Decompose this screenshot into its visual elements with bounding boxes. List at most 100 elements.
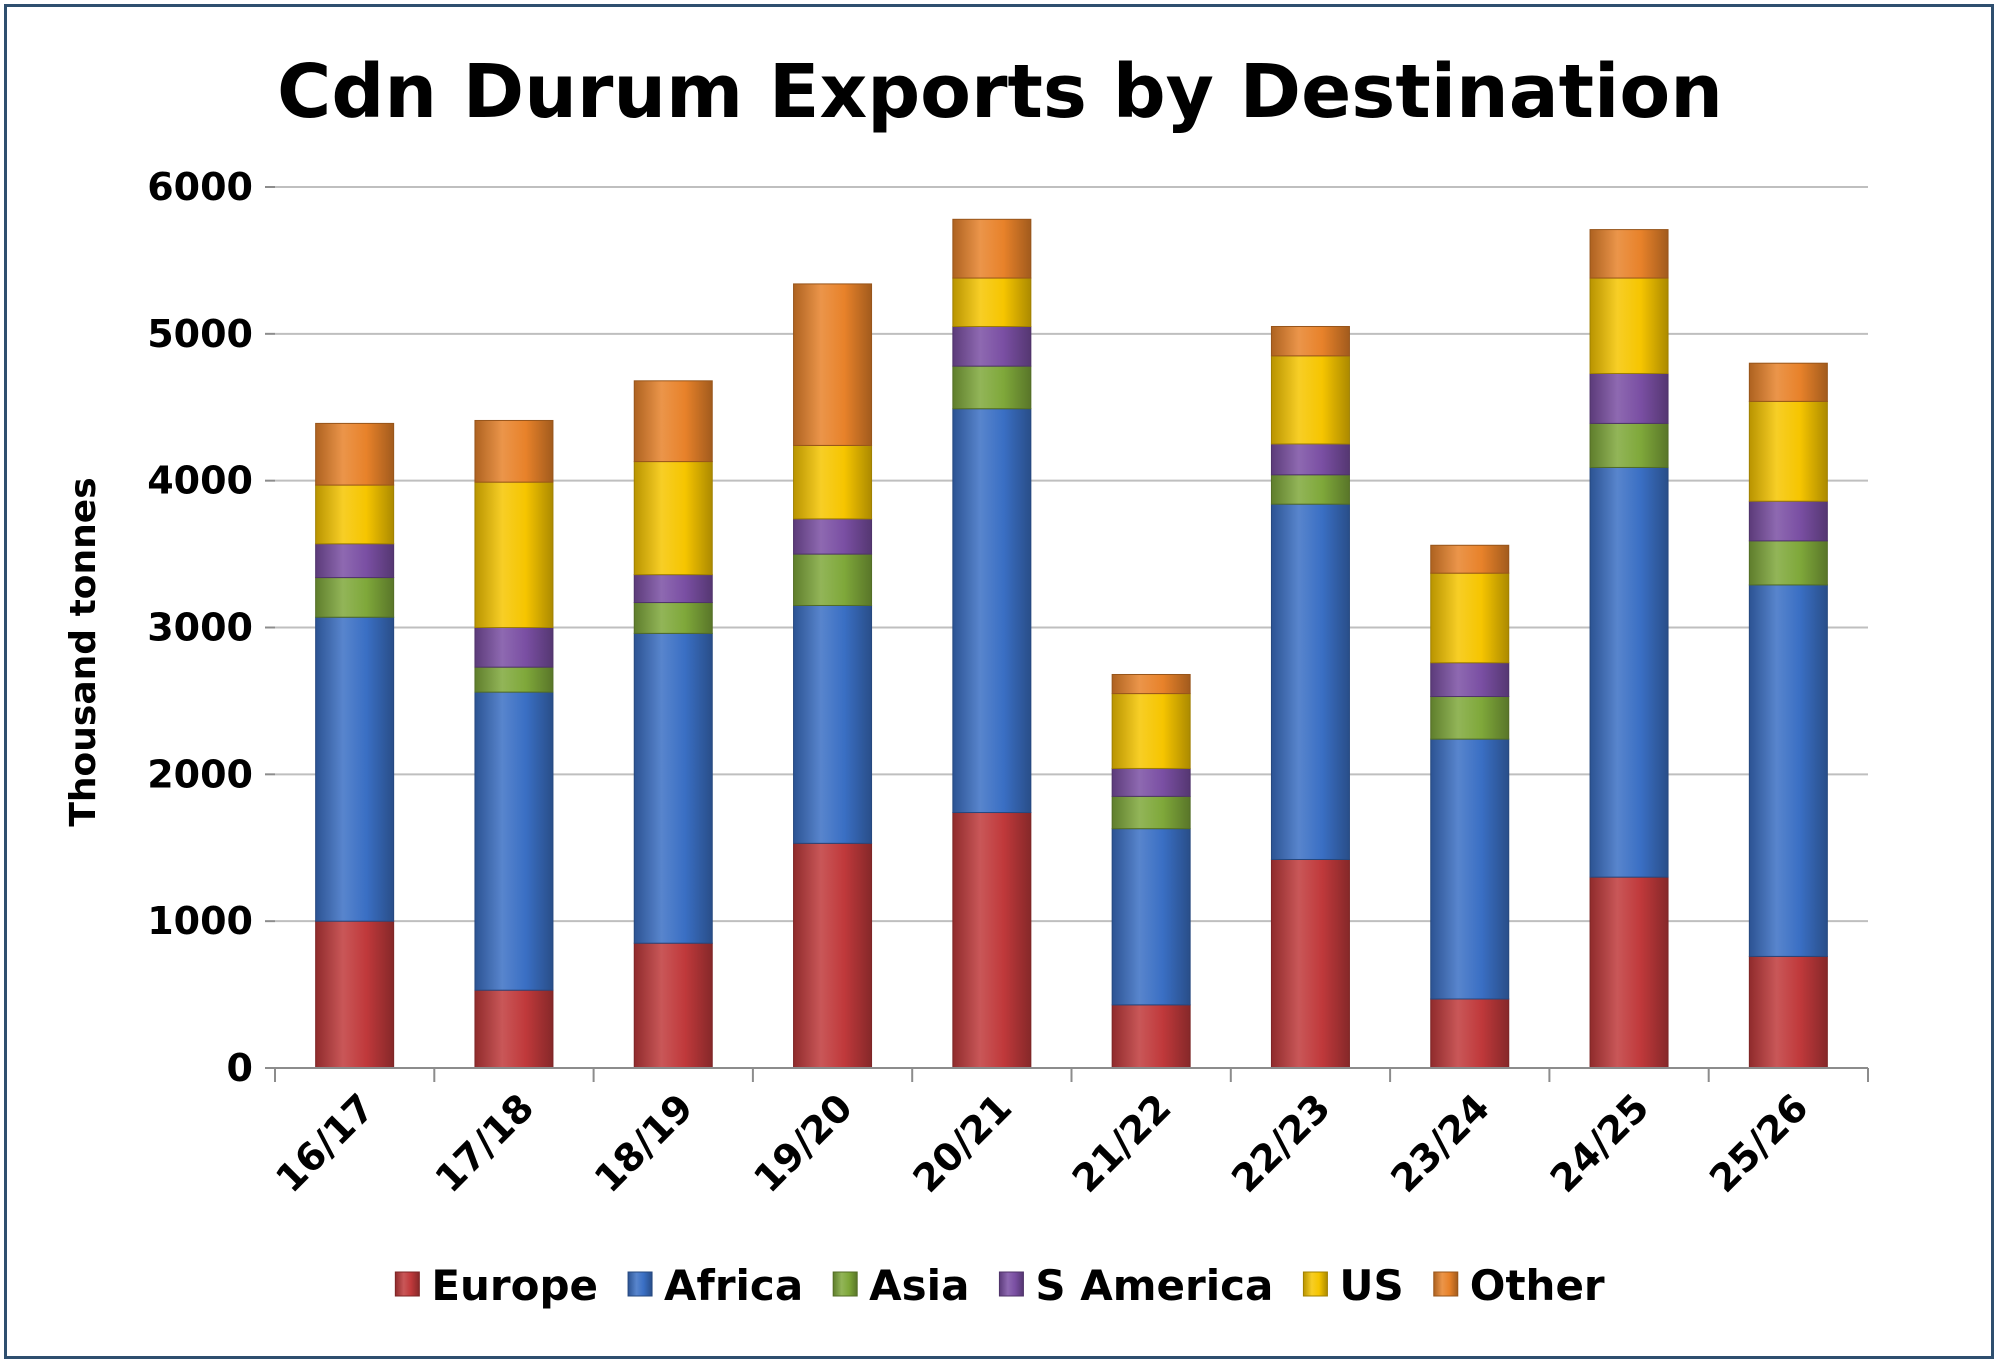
bar-africa-18-19: [633, 632, 713, 944]
bar-other-19-20: [793, 283, 873, 446]
bar-africa-21-22: [1111, 828, 1191, 1006]
x-tick-label: 22/23: [1223, 1085, 1339, 1201]
legend-swatch-other: [1433, 1271, 1459, 1297]
bar-europe-22-23: [1270, 858, 1350, 1069]
bar-group-25-26: [1748, 362, 1828, 1069]
chart-title: Cdn Durum Exports by Destination: [277, 49, 1723, 135]
x-tick-label: 21/22: [1064, 1085, 1180, 1201]
bar-s-america-23-24: [1430, 662, 1510, 698]
bar-africa-17-18: [474, 691, 554, 991]
x-tick-label: 18/19: [586, 1085, 702, 1201]
bar-other-20-21: [952, 218, 1032, 279]
bar-europe-24-25: [1589, 876, 1669, 1069]
y-tick-label: 3000: [147, 606, 253, 650]
legend-label-asia: Asia: [869, 1261, 969, 1310]
bar-s-america-21-22: [1111, 767, 1191, 797]
bar-s-america-18-19: [633, 574, 713, 604]
x-axis-tick-labels: 16/17 17/18 18/19 19/20 20/21 21/22 22/23 23/24…: [267, 1085, 1816, 1201]
bar-group-19-20: [793, 283, 873, 1069]
y-axis-ticks: 0 1000 2000 3000 4000 5000 6000: [147, 165, 275, 1090]
bar-other-21-22: [1111, 673, 1191, 695]
bar-europe-19-20: [793, 842, 873, 1069]
y-tick-label: 1000: [147, 899, 253, 943]
bar-us-17-18: [474, 481, 554, 629]
bar-asia-23-24: [1430, 696, 1510, 740]
bar-us-19-20: [793, 444, 873, 520]
bars: [315, 218, 1828, 1069]
bar-group-18-19: [633, 380, 713, 1069]
bar-asia-25-26: [1748, 540, 1828, 586]
bar-asia-24-25: [1589, 422, 1669, 468]
bar-europe-25-26: [1748, 955, 1828, 1069]
legend-label-s-america: S America: [1035, 1261, 1273, 1310]
bar-africa-16-17: [315, 616, 395, 922]
bar-africa-24-25: [1589, 466, 1669, 878]
bar-europe-23-24: [1430, 998, 1510, 1069]
bar-asia-22-23: [1270, 474, 1350, 505]
bar-us-18-19: [633, 461, 713, 576]
y-tick-label: 4000: [147, 459, 253, 503]
bar-asia-21-22: [1111, 795, 1191, 830]
x-tick-label: 17/18: [427, 1085, 543, 1201]
legend-swatch-asia: [832, 1271, 858, 1297]
bar-group-23-24: [1430, 544, 1510, 1069]
bar-us-16-17: [315, 484, 395, 545]
bar-s-america-20-21: [952, 325, 1032, 367]
legend-item-europe: Europe: [394, 1261, 598, 1310]
x-axis: [274, 1067, 1869, 1082]
bar-africa-25-26: [1748, 584, 1828, 957]
legend: Europe Africa Asia S America US Other: [394, 1261, 1605, 1310]
x-tick-label: 24/25: [1542, 1085, 1658, 1201]
legend-swatch-africa: [627, 1271, 653, 1297]
bar-africa-20-21: [952, 408, 1032, 814]
bar-group-22-23: [1270, 325, 1350, 1069]
bar-other-25-26: [1748, 362, 1828, 402]
legend-item-s-america: S America: [998, 1261, 1273, 1310]
bar-s-america-19-20: [793, 518, 873, 555]
legend-swatch-s-america: [998, 1271, 1024, 1297]
bar-other-24-25: [1589, 229, 1669, 279]
bar-us-23-24: [1430, 572, 1510, 664]
x-tick-label: 23/24: [1382, 1085, 1498, 1201]
legend-item-other: Other: [1433, 1261, 1605, 1310]
bar-group-24-25: [1589, 229, 1669, 1069]
y-tick-label: 6000: [147, 165, 253, 209]
bar-europe-21-22: [1111, 1004, 1191, 1069]
bar-africa-22-23: [1270, 503, 1350, 860]
legend-label-europe: Europe: [431, 1261, 598, 1310]
x-tick-label: 25/26: [1701, 1085, 1817, 1201]
bar-other-16-17: [315, 422, 395, 486]
legend-label-africa: Africa: [664, 1261, 803, 1310]
bar-s-america-22-23: [1270, 443, 1350, 476]
bar-europe-17-18: [474, 989, 554, 1069]
legend-label-us: US: [1339, 1261, 1403, 1310]
bar-s-america-24-25: [1589, 372, 1669, 424]
x-tick-label: 20/21: [905, 1085, 1021, 1201]
bar-asia-18-19: [633, 602, 713, 634]
bar-group-20-21: [952, 218, 1032, 1069]
x-tick-label: 19/20: [745, 1085, 861, 1201]
bar-asia-16-17: [315, 577, 395, 618]
bar-group-21-22: [1111, 673, 1191, 1069]
bar-europe-16-17: [315, 920, 395, 1069]
y-tick-label: 2000: [147, 752, 253, 796]
bar-group-17-18: [474, 419, 554, 1069]
legend-swatch-europe: [394, 1271, 420, 1297]
y-tick-label: 5000: [147, 312, 253, 356]
bar-asia-17-18: [474, 666, 554, 693]
bar-other-17-18: [474, 419, 554, 483]
bar-us-22-23: [1270, 355, 1350, 445]
bar-us-21-22: [1111, 693, 1191, 769]
bar-s-america-16-17: [315, 543, 395, 579]
bar-europe-20-21: [952, 812, 1032, 1069]
y-tick-label: 0: [227, 1046, 253, 1090]
bar-s-america-17-18: [474, 627, 554, 668]
bar-other-22-23: [1270, 325, 1350, 357]
bar-asia-19-20: [793, 553, 873, 606]
legend-item-africa: Africa: [627, 1261, 803, 1310]
y-axis-title: Thousand tonnes: [63, 477, 104, 826]
legend-item-us: US: [1302, 1261, 1404, 1310]
x-tick-label: 16/17: [267, 1085, 383, 1201]
bar-us-24-25: [1589, 277, 1669, 374]
